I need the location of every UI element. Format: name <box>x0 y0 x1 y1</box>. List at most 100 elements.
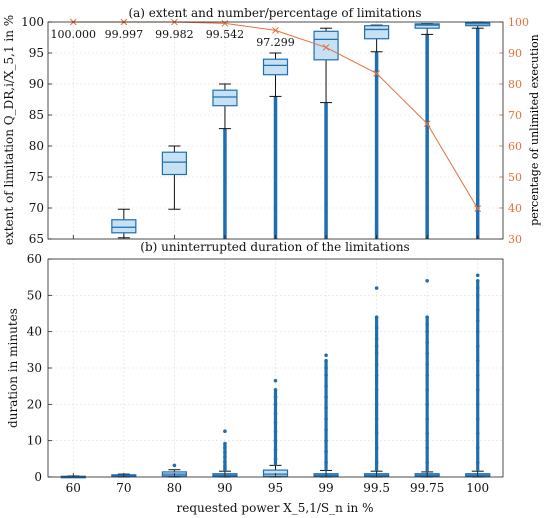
outlier-point <box>324 366 328 370</box>
outlier-point <box>475 373 480 378</box>
y-tick-label: 0 <box>34 470 42 484</box>
y-tick-label: 40 <box>27 325 42 339</box>
percentage-marker <box>373 70 380 77</box>
outlier-point <box>273 402 278 407</box>
percentage-marker <box>423 120 431 128</box>
outlier-point <box>324 384 328 388</box>
outlier-point <box>425 446 429 450</box>
y-tick-label: 20 <box>27 397 42 411</box>
data-label: 100.000 <box>51 28 97 41</box>
box-iqr <box>111 219 137 234</box>
panel-a-outliers <box>223 28 480 239</box>
outlier-point <box>324 406 328 410</box>
outlier-point <box>273 378 278 383</box>
outlier-point <box>475 329 480 334</box>
outlier-point <box>374 362 379 367</box>
outlier-point <box>273 395 278 399</box>
outlier-point <box>273 420 278 425</box>
y-tick-label: 50 <box>27 288 42 302</box>
outlier-point <box>273 457 278 461</box>
y-tick-label: 60 <box>27 252 42 266</box>
outlier-point <box>324 358 328 363</box>
y-tick-label: 30 <box>27 361 42 375</box>
outlier-point <box>475 286 480 290</box>
outlier-point <box>475 279 480 283</box>
x-tick-label: 99 <box>318 481 333 495</box>
outlier-point <box>475 417 480 421</box>
outlier-point <box>374 344 379 349</box>
outlier-point <box>425 315 429 319</box>
outlier-point <box>475 318 480 323</box>
outlier-point <box>374 402 379 407</box>
outlier-point <box>223 464 227 468</box>
percentage-marker <box>322 44 330 51</box>
outlier-point <box>374 417 379 421</box>
y-tick-label: 65 <box>29 232 44 246</box>
data-label: 99.982 <box>155 28 194 41</box>
box-iqr <box>262 58 289 76</box>
panel-a-frame <box>47 21 504 240</box>
outlier-point <box>273 447 278 452</box>
outlier-point <box>425 373 429 378</box>
panel-b-title: (b) uninterrupted duration of the limita… <box>140 240 409 254</box>
outlier-point <box>425 417 429 421</box>
outlier-point <box>425 351 429 356</box>
outlier-point <box>425 340 429 345</box>
panel-a-y-axis-label: extent of limitation Q_DR,i/X_5,1 in % <box>2 15 16 245</box>
panel-b: 0 10 20 30 40 50 60 60 70 80 90 95 99 99.5 99.75 100 (b… <box>6 240 504 515</box>
outlier-point <box>374 326 379 330</box>
y2-tick-label: 100 <box>508 16 529 29</box>
data-label: 97.299 <box>256 36 295 49</box>
outlier-point <box>374 446 379 450</box>
panel-a-data-labels: 100.000 99.997 99.982 99.542 97.299 <box>51 28 295 49</box>
outlier-point <box>374 315 379 319</box>
outlier-point <box>374 337 379 341</box>
panel-b-outliers <box>172 273 480 472</box>
outlier-point <box>273 411 278 416</box>
x-tick-label: 70 <box>116 481 131 495</box>
y-tick-label: 85 <box>29 108 44 122</box>
x-tick-label: 60 <box>66 481 81 495</box>
outlier-point <box>425 329 429 334</box>
y-tick-label: 70 <box>29 201 44 215</box>
outlier-point <box>374 351 379 356</box>
outlier-point <box>475 273 480 278</box>
panel-b-x-axis-label: requested power X_5,1/S_n in % <box>177 501 374 515</box>
panel-b-y-axis-label: duration in minutes <box>6 308 20 428</box>
panel-a-right-axis-label: percentage of unlimited execution <box>528 34 541 226</box>
data-label: 99.997 <box>105 28 144 41</box>
outlier-point <box>324 438 328 443</box>
outlier-point <box>374 373 379 378</box>
outlier-point <box>475 293 480 298</box>
outlier-point <box>425 279 429 283</box>
y-tick-label: 10 <box>27 434 42 448</box>
percentage-marker <box>221 20 229 27</box>
outlier-point <box>475 388 480 392</box>
outlier-point <box>223 467 227 471</box>
outlier-point <box>425 402 429 407</box>
outlier-point <box>273 429 278 434</box>
y2-tick-label: 60 <box>508 140 522 153</box>
outlier-point <box>425 362 429 367</box>
y2-tick-label: 80 <box>508 78 522 91</box>
outlier-point <box>475 431 480 436</box>
outlier-point <box>475 308 480 312</box>
panel-a: 65 70 75 80 85 90 95 100 30 40 50 60 70 80 90 100 100.0… <box>2 6 541 246</box>
outlier-point <box>324 460 328 465</box>
outlier-point <box>374 460 379 465</box>
outlier-point <box>324 427 328 432</box>
outlier-point <box>425 460 429 465</box>
outlier-point <box>425 431 429 436</box>
outlier-point <box>223 460 227 464</box>
outlier-point <box>475 460 480 465</box>
y2-tick-label: 40 <box>508 202 522 215</box>
y-tick-label: 75 <box>29 170 44 184</box>
outlier-point <box>273 438 278 443</box>
y-tick-label: 100 <box>21 15 44 29</box>
outlier-point <box>223 446 227 450</box>
outlier-point <box>324 395 328 399</box>
outlier-point <box>324 417 328 421</box>
percentage-marker <box>474 205 482 212</box>
outlier-point <box>374 286 379 290</box>
